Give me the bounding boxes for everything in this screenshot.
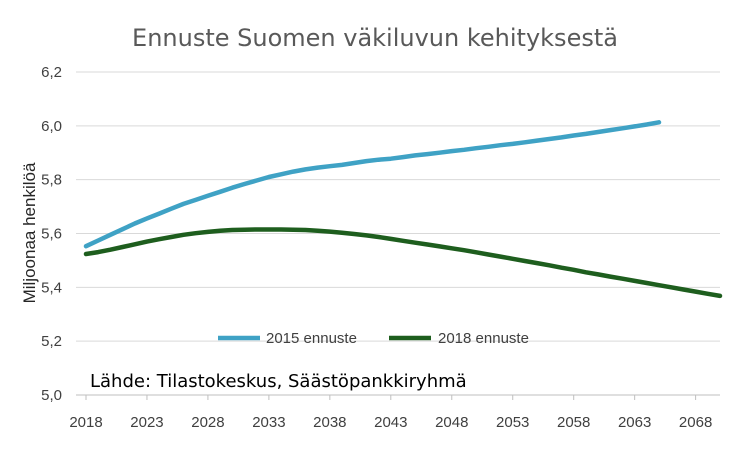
y-tick-label: 6,0 — [41, 118, 62, 135]
series-line-0 — [83, 120, 662, 249]
chart-title: Ennuste Suomen väkiluvun kehityksestä — [132, 24, 618, 52]
y-tick-label: 5,4 — [41, 279, 62, 296]
legend: 2015 ennuste 2018 ennuste — [218, 330, 529, 347]
x-axis-ticks: 2018 2023 2028 2033 2038 2043 2048 2053 2058 2063… — [69, 395, 712, 431]
x-tick-label: 2018 — [69, 414, 102, 431]
legend-label: 2018 ennuste — [438, 330, 529, 347]
x-tick-label: 2053 — [496, 414, 529, 431]
legend-label: 2015 ennuste — [266, 330, 357, 347]
x-tick-label: 2033 — [252, 414, 285, 431]
series-line-1 — [83, 227, 723, 299]
series-lines — [83, 120, 723, 299]
y-axis-label: Miljoonaa henkilöä — [20, 162, 39, 303]
y-tick-label: 5,2 — [41, 333, 62, 350]
y-axis-ticks: 5,0 5,2 5,4 5,6 5,8 6,0 6,2 — [41, 64, 62, 404]
y-tick-label: 6,2 — [41, 64, 62, 81]
x-tick-label: 2023 — [130, 414, 163, 431]
y-tick-label: 5,8 — [41, 172, 62, 189]
x-tick-label: 2048 — [435, 414, 468, 431]
y-tick-label: 5,6 — [41, 226, 62, 243]
x-tick-label: 2038 — [313, 414, 346, 431]
x-tick-label: 2043 — [374, 414, 407, 431]
x-tick-label: 2068 — [679, 414, 712, 431]
x-tick-label: 2063 — [618, 414, 651, 431]
x-tick-label: 2058 — [557, 414, 590, 431]
y-tick-label: 5,0 — [41, 387, 62, 404]
source-note: Lähde: Tilastokeskus, Säästöpankkiryhmä — [90, 371, 467, 392]
x-tick-label: 2028 — [191, 414, 224, 431]
